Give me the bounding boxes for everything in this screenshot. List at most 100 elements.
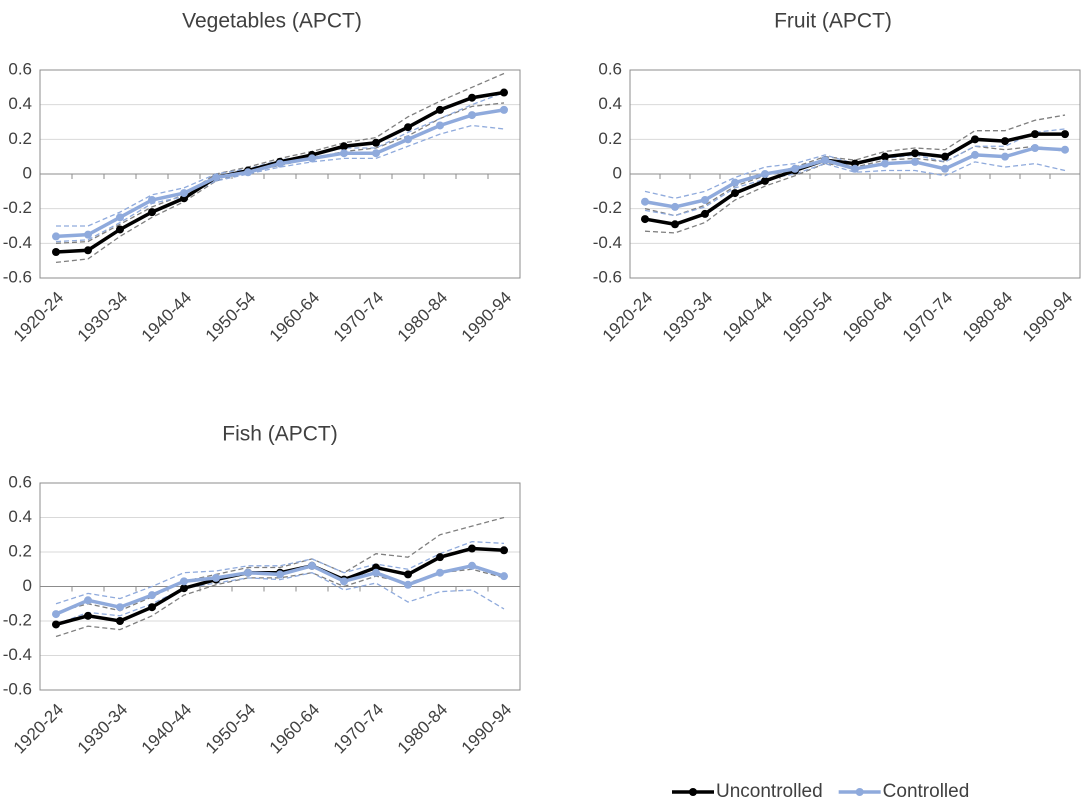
x-tick-label: 1960-64: [266, 288, 324, 346]
legend-marker: [689, 788, 697, 796]
point: [881, 152, 889, 161]
point: [244, 168, 252, 177]
x-tick-label: 1990-94: [458, 288, 516, 346]
point: [52, 248, 60, 256]
legend-label: Controlled: [883, 781, 970, 802]
point: [404, 570, 412, 579]
point: [148, 603, 156, 612]
y-tick-label: -0.4: [3, 233, 32, 252]
point: [180, 584, 188, 593]
point: [468, 544, 476, 553]
point: [180, 577, 188, 586]
legend-marker: [855, 788, 864, 796]
point: [84, 596, 92, 605]
confidence-bound: [55, 124, 505, 243]
y-tick-label: 0: [23, 576, 32, 595]
point: [701, 196, 709, 204]
point: [340, 149, 348, 158]
point: [941, 164, 949, 173]
point: [404, 135, 412, 144]
point: [468, 561, 476, 570]
point: [500, 88, 508, 97]
x-tick-label: 1990-94: [1019, 288, 1077, 346]
point: [212, 173, 220, 182]
point: [308, 561, 316, 570]
point: [671, 220, 679, 229]
point: [84, 246, 92, 255]
point: [340, 142, 348, 151]
point: [436, 121, 444, 130]
x-tick-label: 1960-64: [266, 700, 324, 758]
point: [1061, 130, 1069, 139]
point: [941, 152, 949, 161]
x-tick-label: 1950-54: [779, 288, 837, 346]
x-tick-label: 1920-24: [599, 288, 657, 346]
point: [671, 202, 679, 211]
point: [116, 225, 124, 234]
point: [52, 620, 60, 629]
y-tick-label: -0.4: [593, 233, 622, 252]
x-tick-label: 1940-44: [138, 700, 196, 758]
point: [372, 149, 380, 158]
y-tick-label: -0.6: [3, 267, 32, 286]
y-tick-label: -0.4: [3, 645, 32, 664]
legend-label: Uncontrolled: [716, 781, 823, 802]
point: [1031, 130, 1039, 139]
point: [1001, 152, 1009, 161]
x-tick-label: 1970-74: [330, 288, 388, 346]
point: [731, 189, 739, 198]
point: [881, 159, 889, 168]
x-tick-label: 1920-24: [10, 288, 68, 346]
x-tick-label: 1970-74: [330, 700, 388, 758]
confidence-bound: [55, 540, 505, 605]
point: [84, 230, 92, 239]
point: [436, 568, 444, 577]
y-tick-label: 0.2: [8, 541, 32, 560]
chart-title: Fruit (APCT): [774, 10, 892, 33]
y-tick-label: 0.6: [598, 59, 622, 78]
point: [701, 209, 709, 218]
point: [244, 568, 252, 577]
point: [1001, 137, 1009, 146]
point: [641, 215, 649, 224]
point: [52, 232, 60, 241]
point: [116, 617, 124, 625]
y-tick-label: 0.6: [8, 59, 32, 78]
point: [180, 189, 188, 198]
point: [761, 170, 769, 178]
point: [212, 573, 220, 582]
y-tick-label: 0: [23, 163, 32, 182]
x-tick-label: 1950-54: [202, 700, 260, 758]
point: [52, 610, 60, 619]
x-tick-label: 1980-84: [959, 288, 1017, 346]
point: [911, 157, 919, 166]
x-tick-label: 1930-34: [659, 288, 717, 346]
point: [1031, 144, 1039, 152]
point: [372, 138, 380, 147]
x-tick-label: 1960-64: [839, 288, 897, 346]
point: [148, 208, 156, 217]
point: [372, 568, 380, 577]
point: [148, 196, 156, 204]
point: [148, 591, 156, 600]
point: [308, 154, 316, 163]
confidence-bound: [55, 516, 505, 614]
y-tick-label: -0.6: [3, 679, 32, 698]
y-tick-label: 0.2: [598, 129, 622, 148]
point: [340, 577, 348, 586]
point: [404, 123, 412, 132]
point: [116, 603, 124, 612]
point: [851, 164, 859, 173]
y-tick-label: 0.4: [8, 94, 32, 113]
point: [436, 553, 444, 562]
point: [731, 178, 739, 187]
point: [791, 164, 799, 173]
point: [821, 156, 829, 165]
point: [404, 580, 412, 589]
chart-title: Fish (APCT): [222, 423, 338, 446]
point: [436, 105, 444, 114]
chart-title: Vegetables (APCT): [182, 10, 362, 33]
y-tick-label: -0.2: [593, 198, 622, 217]
x-tick-label: 1950-54: [202, 288, 260, 346]
x-tick-label: 1990-94: [458, 700, 516, 758]
